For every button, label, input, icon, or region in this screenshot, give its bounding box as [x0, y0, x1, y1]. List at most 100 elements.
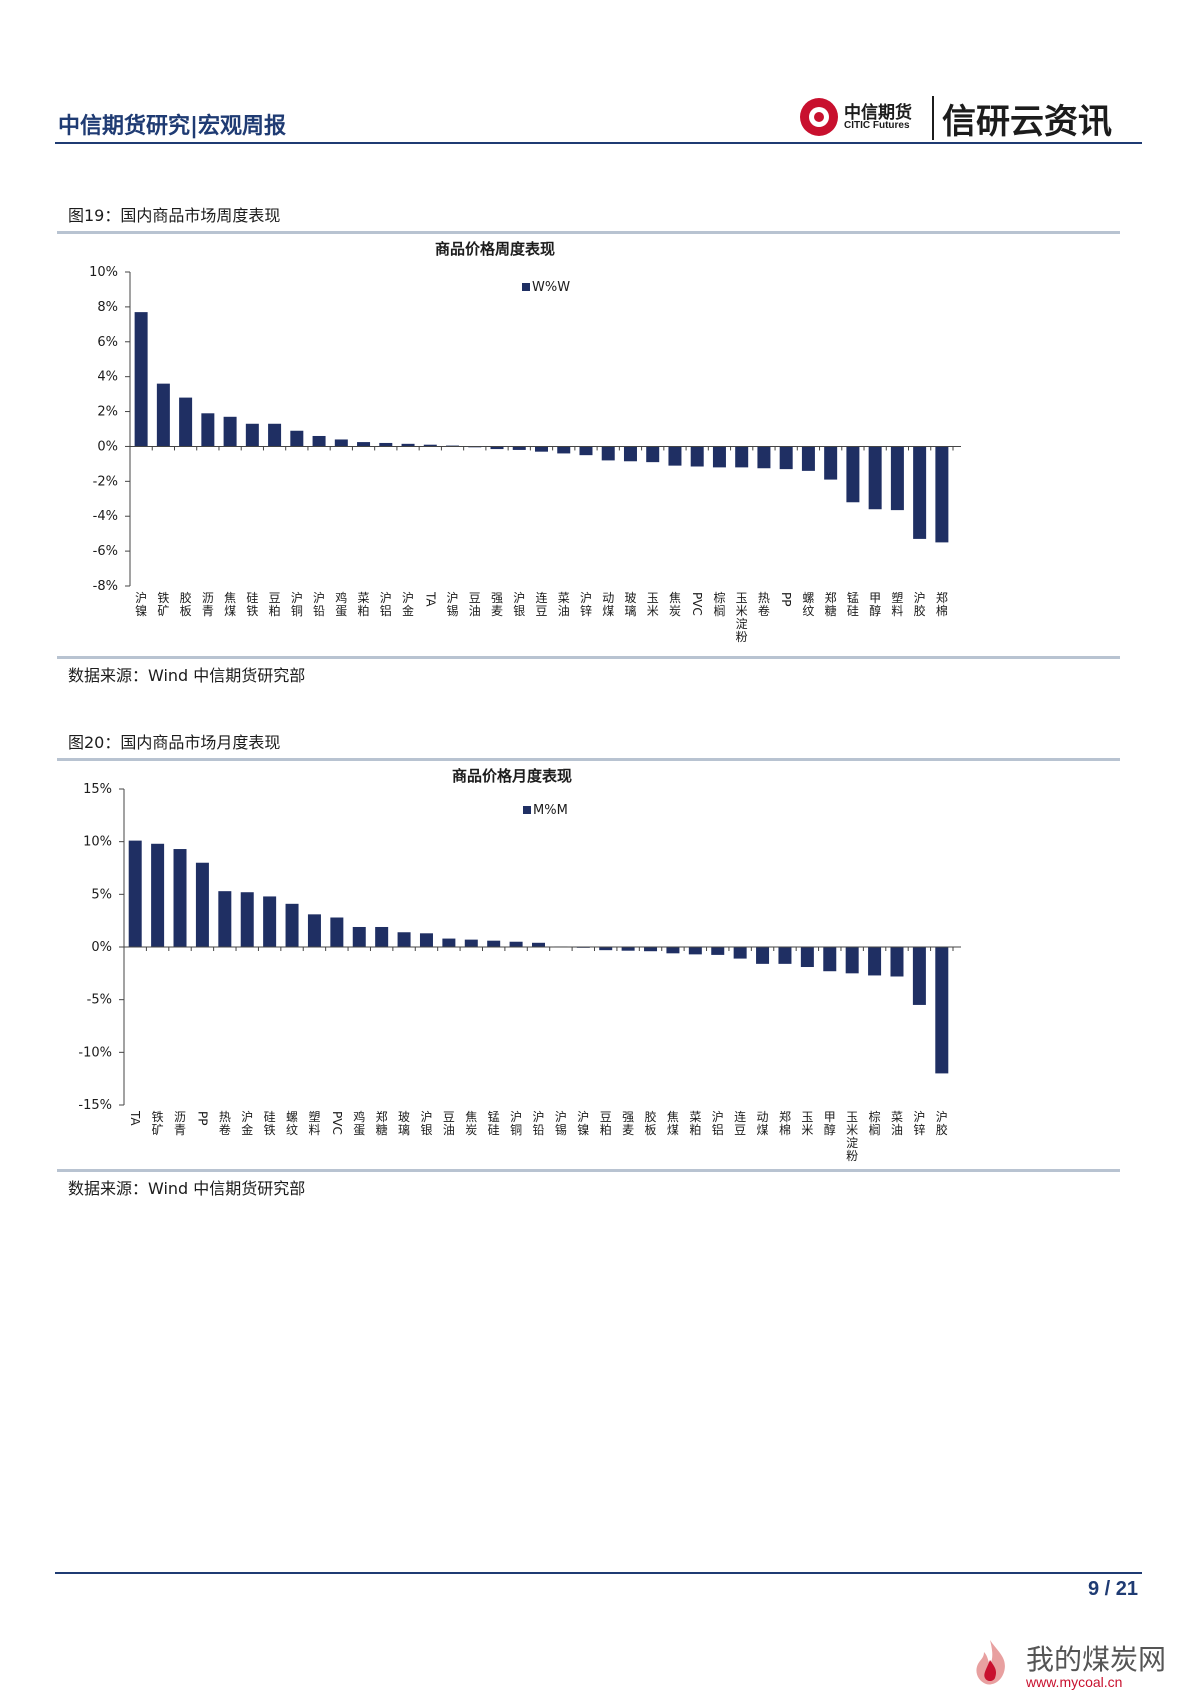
x-tick-label: 胶板: [645, 1109, 657, 1137]
bar: [218, 891, 232, 947]
x-tick-label: 郑糖: [376, 1109, 388, 1137]
y-tick-label: -4%: [93, 509, 118, 524]
bar: [330, 917, 344, 947]
y-tick-label: 8%: [97, 300, 118, 315]
bar: [800, 947, 814, 968]
x-tick-label: 胶板: [180, 590, 192, 618]
x-tick-label: 菜粕: [358, 591, 370, 618]
x-tick-label: 螺纹: [286, 1110, 298, 1137]
footer-rule: [55, 1572, 1142, 1574]
bar: [935, 446, 949, 543]
bar: [756, 947, 770, 964]
x-tick-label: 螺纹: [802, 591, 814, 618]
x-tick-label: 沥青: [174, 1110, 186, 1137]
y-tick-label: 0%: [97, 439, 118, 454]
bar: [357, 442, 371, 447]
figure-19-top-rule: [57, 231, 1120, 234]
x-tick-label: 菜油: [891, 1110, 903, 1137]
x-tick-label: 沪锌: [580, 591, 592, 618]
x-tick-label: 沪胶: [936, 1110, 948, 1137]
bar: [173, 849, 187, 947]
bar: [151, 843, 165, 947]
x-tick-label: 沪铅: [532, 1110, 544, 1137]
y-tick-label: -2%: [93, 474, 118, 489]
bar: [535, 446, 548, 452]
weekly-chart: 商品价格周度表现 W%W 10% 8% 6% 4% 2% 0% -2% -4% -6% -8% 沪镍 铁矿…: [57, 234, 1120, 656]
bar: [201, 413, 215, 447]
x-tick-label: 菜粕: [689, 1110, 701, 1137]
x-tick-label: 热卷: [219, 1110, 231, 1137]
bar: [845, 947, 859, 974]
y-tick-label: 10%: [83, 835, 112, 850]
bar: [223, 416, 237, 447]
x-tick-label: 沪镍: [135, 591, 147, 618]
bar: [290, 430, 304, 447]
bar: [245, 423, 259, 447]
x-tick-label: 硅铁: [264, 1110, 276, 1137]
bar: [240, 892, 254, 947]
x-tick-label: 棕榈: [869, 1109, 881, 1137]
bar: [823, 947, 837, 972]
bar: [442, 938, 456, 947]
x-tick-label: 甲醇: [869, 591, 881, 618]
y-tick-label: 2%: [97, 405, 118, 420]
citic-emblem-icon: [800, 98, 838, 136]
bar: [401, 443, 415, 447]
figure-20-caption: 图20：国内商品市场月度表现: [68, 733, 281, 752]
bar: [179, 397, 193, 447]
x-tick-label: 塑料: [308, 1109, 320, 1137]
bar: [757, 446, 771, 469]
x-tick-label: 郑棉: [936, 590, 948, 618]
bar: [379, 442, 393, 447]
figure-20-top-rule: [57, 758, 1120, 761]
x-tick-label: 棕榈: [713, 590, 725, 618]
bar: [711, 947, 725, 955]
x-tick-label: 沪铅: [313, 591, 325, 618]
bar: [801, 446, 815, 471]
logo-divider: [932, 96, 934, 140]
x-tick-label: 沪铝: [380, 591, 392, 618]
x-tick-label: 豆油: [469, 591, 481, 618]
bar: [599, 947, 613, 951]
bar: [912, 947, 926, 1005]
y-tick-label: -8%: [93, 579, 118, 594]
bar: [334, 439, 348, 447]
x-tick-label: 连豆: [535, 590, 547, 618]
x-tick-label: 玉米淀粉: [846, 1110, 858, 1163]
bar: [285, 903, 299, 947]
bar: [735, 446, 749, 468]
bar: [868, 947, 882, 976]
x-tick-label: 玻璃: [624, 591, 636, 618]
page-number: 9 / 21: [1087, 1578, 1138, 1600]
y-tick-label: 4%: [97, 370, 118, 385]
x-tick-label: 沪铜: [510, 1110, 522, 1137]
x-tick-label: 豆粕: [600, 1110, 612, 1137]
watermark: 我的煤炭网 www.mycoal.cn: [968, 1630, 1188, 1696]
legend-swatch: [523, 806, 531, 814]
bar: [128, 840, 142, 947]
x-tick-label: 动煤: [602, 591, 614, 618]
x-tick-label: 焦炭: [465, 1110, 477, 1137]
y-tick-label: -15%: [78, 1098, 112, 1113]
bar: [646, 446, 660, 463]
x-tick-label: 沪锌: [913, 1110, 925, 1137]
x-tick-label: 强麦: [622, 1110, 634, 1137]
bar: [712, 446, 726, 468]
weekly-chart-svg: 商品价格周度表现 W%W 10% 8% 6% 4% 2% 0% -2% -4% -6% -8% 沪镍铁矿…: [89, 240, 961, 644]
x-tick-label: 铁矿: [152, 1110, 164, 1137]
x-tick-label: 沪铝: [712, 1110, 724, 1137]
brand-name: 信研云资讯: [942, 102, 1112, 142]
bar: [375, 926, 389, 947]
x-tick-label: 沪银: [513, 591, 525, 618]
x-tick-label: 豆油: [443, 1110, 455, 1137]
bar: [621, 947, 635, 951]
x-tick-label: 沪铜: [291, 591, 303, 618]
bar: [733, 947, 747, 959]
x-tick-label: 玉米: [647, 591, 659, 618]
bar: [423, 444, 437, 447]
y-tick-label: 10%: [89, 265, 118, 280]
x-tick-label: 铁矿: [157, 591, 169, 618]
bar: [935, 947, 949, 1074]
x-tick-label: PP: [195, 1111, 209, 1125]
